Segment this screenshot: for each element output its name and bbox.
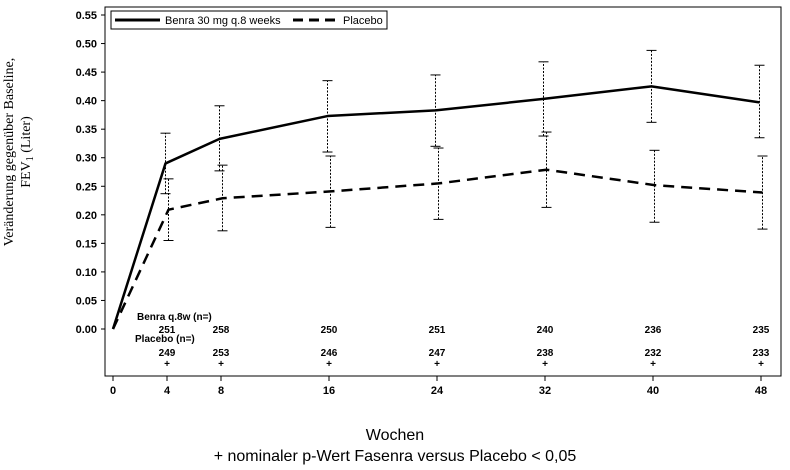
n-benra-2: 250 (321, 325, 338, 336)
legend-label-placebo: Placebo (343, 15, 383, 27)
series-line-1 (111, 168, 763, 330)
n-table: Benra q.8w (n=)Placebo (n=)251249+258253… (135, 312, 770, 370)
x-tick-label-6: 40 (647, 385, 659, 397)
significance-marker-1: + (218, 359, 224, 370)
y-tick-label-2: 0.10 (76, 267, 97, 279)
y-tick-label-9: 0.45 (76, 67, 97, 79)
significance-marker-5: + (650, 359, 656, 370)
x-tick-label-5: 32 (539, 385, 551, 397)
n-benra-5: 236 (645, 325, 662, 336)
y-tick-label-7: 0.35 (76, 124, 97, 136)
n-placebo-6: 233 (753, 348, 770, 359)
x-tick-label-1: 4 (164, 385, 171, 397)
x-tick-label-3: 16 (323, 385, 335, 397)
n-placebo-4: 238 (537, 348, 554, 359)
significance-marker-4: + (542, 359, 548, 370)
x-axis-title: Wochen (365, 427, 425, 444)
n-benra-0: 251 (159, 325, 176, 336)
n-placebo-1: 253 (213, 348, 230, 359)
n-benra-4: 240 (537, 325, 554, 336)
n-benra-3: 251 (429, 325, 446, 336)
y-tick-label-10: 0.50 (76, 39, 97, 51)
legend-box (110, 10, 388, 30)
fev-subscript: 1 (25, 156, 36, 161)
x-tick-label-7: 48 (755, 385, 767, 397)
y-tick-label-4: 0.20 (76, 210, 97, 222)
y-tick-label-6: 0.30 (76, 153, 97, 165)
x-axis: 0 4 8 16 24 32 40 48 (110, 376, 767, 397)
plot-frame (104, 6, 782, 377)
n-benra-6: 235 (753, 325, 770, 336)
legend: Benra 30 mg q.8 weeks Placebo (110, 10, 388, 30)
y-tick-label-5: 0.25 (76, 181, 97, 193)
legend-label-benra: Benra 30 mg q.8 weeks (165, 15, 281, 27)
series-lines (111, 85, 763, 330)
x-tick-label-2: 8 (218, 385, 224, 397)
n-table-label-placebo: Placebo (n=) (135, 334, 195, 345)
significance-marker-0: + (164, 359, 170, 370)
significance-marker-6: + (758, 359, 764, 370)
n-placebo-3: 247 (429, 348, 446, 359)
n-placebo-5: 232 (645, 348, 662, 359)
y-axis-title-line2: FEV1 (Liter) (19, 116, 36, 188)
error-bars (160, 49, 768, 242)
n-benra-1: 258 (213, 325, 230, 336)
y-tick-label-3: 0.15 (76, 238, 97, 250)
y-tick-label-11: 0.55 (76, 10, 97, 22)
fev-label: FEV (19, 161, 34, 187)
y-axis-title: Veränderung gegenüber Baseline, FEV1 (Li… (2, 58, 36, 247)
y-tick-label-0: 0.00 (76, 324, 97, 336)
n-table-label-benra: Benra q.8w (n=) (137, 312, 212, 323)
x-tick-label-0: 0 (110, 385, 116, 397)
y-tick-label-1: 0.05 (76, 295, 97, 307)
significance-marker-3: + (434, 359, 440, 370)
significance-marker-2: + (326, 359, 332, 370)
footnote: + nominaler p-Wert Fasenra versus Placeb… (213, 448, 577, 465)
n-placebo-0: 249 (159, 348, 176, 359)
x-tick-label-4: 24 (431, 385, 444, 397)
y-axis-title-line1: Veränderung gegenüber Baseline, (2, 58, 17, 247)
series-line-0 (111, 85, 760, 330)
y-tick-label-8: 0.40 (76, 96, 97, 108)
y-axis: 0.00 0.05 0.10 0.15 0.20 0.25 0.30 0.35 0.40 0.45… (76, 10, 105, 336)
n-placebo-2: 246 (321, 348, 338, 359)
fev-unit: (Liter) (19, 116, 34, 156)
